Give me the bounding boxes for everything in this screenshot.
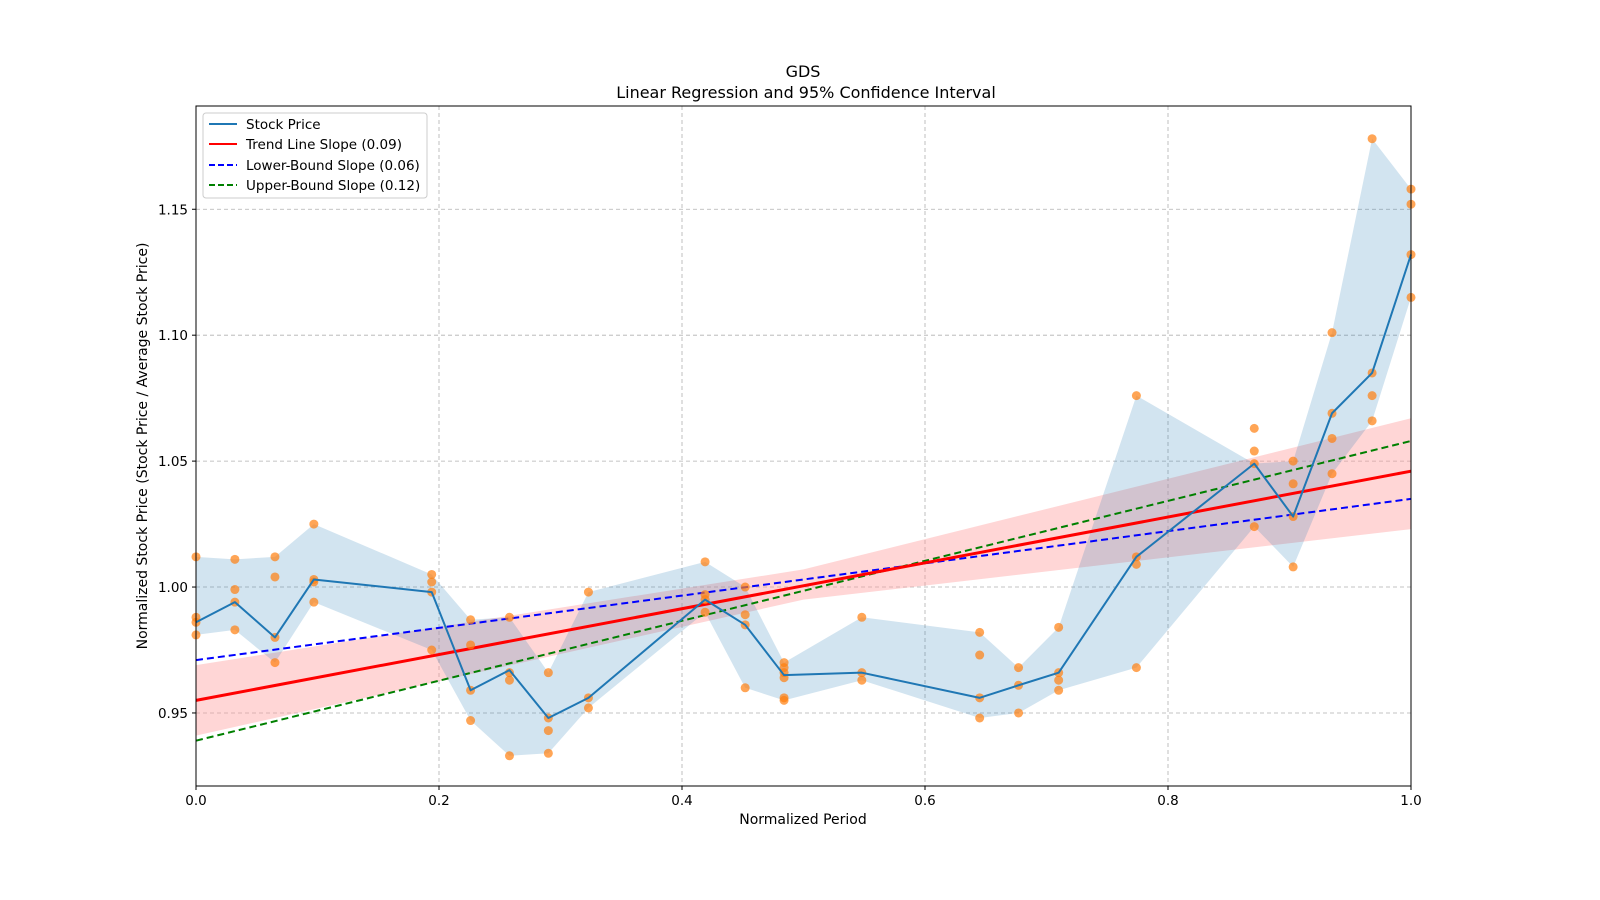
trend-confidence-band xyxy=(196,418,1411,736)
scatter-point xyxy=(975,627,985,637)
scatter-point xyxy=(1131,559,1141,569)
scatter-point xyxy=(583,703,593,713)
scatter-point xyxy=(270,552,280,562)
scatter-point xyxy=(740,582,750,592)
scatter-point xyxy=(975,713,985,723)
x-tick-label: 0.8 xyxy=(1157,793,1178,809)
scatter-point xyxy=(543,668,553,678)
scatter-point xyxy=(427,645,437,655)
scatter-point xyxy=(1327,433,1337,443)
scatter-point xyxy=(504,675,514,685)
y-tick-label: 1.15 xyxy=(158,202,188,218)
scatter-point xyxy=(543,748,553,758)
x-tick-label: 1.0 xyxy=(1400,793,1421,809)
scatter-point xyxy=(740,683,750,693)
scatter-point xyxy=(1054,675,1064,685)
trend-line xyxy=(195,469,1412,702)
scatter-point xyxy=(700,557,710,567)
scatter-point xyxy=(1249,423,1259,433)
legend-label-stock: Stock Price xyxy=(246,117,321,133)
chart-subtitle: Linear Regression and 95% Confidence Int… xyxy=(616,83,996,102)
scatter-point xyxy=(1131,663,1141,673)
scatter-point xyxy=(270,658,280,668)
y-tick-label: 1.00 xyxy=(158,580,188,596)
scatter-point xyxy=(779,695,789,705)
scatter-point xyxy=(1367,416,1377,426)
legend: Stock Price Trend Line Slope (0.09) Lowe… xyxy=(202,112,428,199)
x-tick-label: 0.6 xyxy=(914,793,935,809)
scatter-point xyxy=(543,726,553,736)
scatter-point xyxy=(1014,663,1024,673)
scatter-point xyxy=(740,610,750,620)
x-tick-label: 0.0 xyxy=(185,793,206,809)
plot-frame xyxy=(195,105,1412,787)
scatter-point xyxy=(1288,562,1298,572)
stock-price-line xyxy=(195,254,1412,719)
scatter-point xyxy=(857,675,867,685)
scatter-point xyxy=(466,615,476,625)
scatter-point xyxy=(427,577,437,587)
scatter-point xyxy=(700,607,710,617)
x-axis: 0.0 0.2 0.4 0.6 0.8 1.0 xyxy=(185,786,1422,809)
scatter-point xyxy=(466,640,476,650)
regression-lines xyxy=(195,439,1412,742)
scatter-point xyxy=(1054,622,1064,632)
stock-line-layer xyxy=(195,254,1412,719)
scatter-point xyxy=(1367,134,1377,144)
scatter-point xyxy=(1014,708,1024,718)
scatter-point xyxy=(1367,391,1377,401)
scatter-point xyxy=(1249,522,1259,532)
scatter-point xyxy=(270,572,280,582)
legend-label-upper: Upper-Bound Slope (0.12) xyxy=(246,178,420,194)
x-axis-label: Normalized Period xyxy=(739,812,867,828)
x-tick-label: 0.4 xyxy=(671,793,692,809)
y-tick-label: 1.10 xyxy=(158,328,188,344)
scatter-point xyxy=(1327,469,1337,479)
y-axis-label: Normalized Stock Price (Stock Price / Av… xyxy=(135,243,151,650)
legend-label-lower: Lower-Bound Slope (0.06) xyxy=(246,158,420,174)
scatter-point xyxy=(466,716,476,726)
scatter-point xyxy=(230,585,240,595)
x-tick-label: 0.2 xyxy=(428,793,449,809)
scatter-point xyxy=(1249,446,1259,456)
lower-bound-line xyxy=(195,497,1412,662)
scatter-point xyxy=(583,587,593,597)
scatter-point xyxy=(504,612,514,622)
scatter-point xyxy=(427,569,437,579)
y-axis: 0.95 1.00 1.05 1.10 1.15 xyxy=(158,202,196,722)
y-tick-label: 0.95 xyxy=(158,706,188,722)
scatter-point xyxy=(309,597,319,607)
scatter-point xyxy=(1288,479,1298,489)
legend-label-trend: Trend Line Slope (0.09) xyxy=(245,137,402,153)
scatter-point xyxy=(857,612,867,622)
confidence-bands xyxy=(196,138,1411,756)
scatter-point xyxy=(1054,685,1064,695)
scatter-point xyxy=(1327,328,1337,338)
scatter-point xyxy=(504,751,514,761)
scatter-point xyxy=(1131,391,1141,401)
scatter-point xyxy=(1288,456,1298,466)
scatter-point xyxy=(975,650,985,660)
scatter-point xyxy=(230,625,240,635)
scatter-point xyxy=(309,519,319,529)
grid xyxy=(196,106,1411,786)
chart-title: GDS xyxy=(786,62,821,81)
y-tick-label: 1.05 xyxy=(158,454,188,470)
scatter-point xyxy=(230,554,240,564)
legend-box xyxy=(202,112,428,199)
